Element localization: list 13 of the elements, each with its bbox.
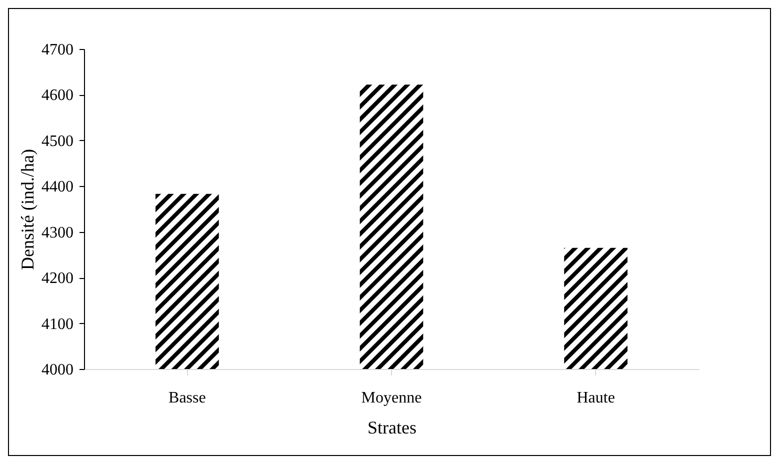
x-tick-label: Moyenne (361, 390, 422, 406)
y-tick-label: 4300 (42, 224, 74, 242)
y-tick-label: 4200 (42, 270, 74, 288)
y-tick-label: 4600 (42, 87, 74, 104)
y-tick-label: 4700 (42, 42, 74, 58)
x-axis-title: Strates (368, 418, 416, 438)
y-tick-label: 4100 (42, 316, 74, 333)
y-axis-title: Densité (ind./ha) (18, 149, 38, 270)
y-tick-label: 4400 (42, 178, 74, 196)
x-tick-label: Haute (576, 390, 615, 406)
y-tick-label: 4000 (42, 362, 74, 378)
y-tick-label: 4500 (42, 132, 74, 150)
x-tick-label: Basse (168, 390, 206, 406)
